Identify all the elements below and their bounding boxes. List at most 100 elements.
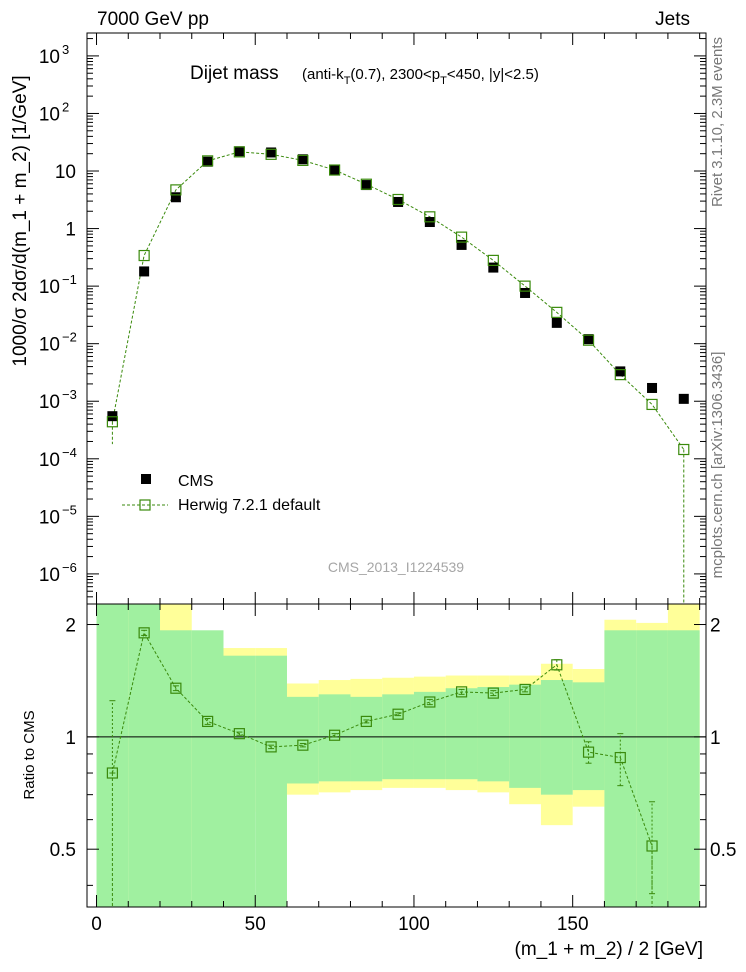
main-y-tick-label: 10 — [39, 450, 60, 471]
cms-point — [520, 287, 531, 298]
ratio-point — [329, 729, 341, 741]
watermark: CMS_2013_I1224539 — [328, 559, 464, 575]
energy-label: 7000 GeV pp — [97, 9, 209, 30]
main-y-tick-label: 10 — [39, 392, 60, 413]
cms-point — [551, 317, 562, 328]
herwig-point — [519, 280, 531, 292]
herwig-point — [138, 249, 150, 262]
ratio-point — [551, 659, 563, 671]
cms-point — [329, 164, 340, 175]
ratio-point — [392, 708, 404, 720]
herwig-point — [551, 306, 563, 318]
x-tick-label: 100 — [398, 914, 430, 935]
cms-point — [678, 393, 689, 404]
ratio-frame — [86, 603, 707, 908]
ratio-point — [614, 751, 626, 764]
herwig-point — [329, 164, 341, 176]
ratio-y-axis-label: Ratio to CMS — [21, 710, 38, 799]
herwig-point — [202, 155, 214, 167]
legend-cms-label: CMS — [178, 473, 214, 490]
ratio-point — [170, 682, 182, 694]
ratio-point — [106, 767, 118, 779]
ratio-point — [519, 683, 531, 696]
main-y-tick-exponent: 3 — [62, 42, 69, 57]
chart-subtitle: (anti-kT(0.7), 2300<pT<450, |y|<2.5) — [302, 66, 539, 87]
ratio-point — [138, 627, 150, 639]
uncertainty-band-stat — [572, 682, 605, 791]
main-y-tick-exponent: −1 — [62, 272, 77, 287]
cms-point — [234, 146, 245, 157]
herwig-line — [111, 151, 685, 450]
main-y-tick-label: 10 — [55, 162, 76, 183]
uncertainty-band-stat — [477, 687, 510, 782]
herwig-point — [614, 369, 626, 381]
herwig-point — [265, 148, 277, 160]
ratio-point — [360, 715, 372, 728]
ratio-point — [424, 696, 436, 708]
ratio-plot-area: 0.5 0.5 1 1 2 2 0 50 100 150 — [50, 603, 736, 935]
main-y-tick-label: 10 — [39, 277, 60, 298]
uncertainty-band-stat — [318, 694, 351, 782]
herwig-point — [424, 211, 436, 223]
uncertainty-band-stat — [128, 604, 161, 907]
uncertainty-band-stat — [445, 688, 478, 780]
ratio-y-tick-label: 0.5 — [50, 840, 76, 861]
cms-point — [488, 262, 499, 273]
ratio-point — [265, 741, 277, 753]
herwig-point — [678, 443, 690, 456]
cms-point — [647, 382, 658, 393]
main-y-tick-exponent: −4 — [62, 445, 77, 460]
legend-herwig-marker — [139, 499, 151, 511]
uncertainty-band-stat — [509, 684, 541, 788]
herwig-point — [297, 154, 309, 166]
ratio-point — [202, 715, 214, 728]
herwig-point — [487, 254, 499, 266]
cms-point — [202, 156, 213, 167]
ratio-y-tick-label-right: 0.5 — [710, 840, 736, 861]
uncertainty-band-stat — [223, 655, 256, 907]
uncertainty-band-stat — [191, 630, 224, 907]
uncertainty-band-stat — [255, 655, 287, 907]
main-y-tick-label: 10 — [39, 565, 60, 586]
ratio-point — [297, 739, 309, 751]
category-label: Jets — [655, 9, 690, 30]
main-y-axis-label: 1000/σ 2dσ/d(m_1 + m_2) [1/GeV] — [10, 75, 31, 366]
uncertainty-band-stat — [350, 696, 383, 782]
legend: CMS Herwig 7.2.1 default — [122, 473, 321, 514]
chart-title: Dijet mass — [190, 63, 279, 84]
legend-cms-marker — [141, 474, 151, 484]
ratio-point — [646, 840, 658, 852]
cms-point — [615, 366, 626, 377]
ratio-y-tick-label-right: 2 — [710, 616, 721, 637]
uncertainty-band-stat — [160, 630, 192, 907]
main-frame — [86, 32, 707, 605]
ratio-y-tick-label: 2 — [65, 616, 76, 637]
uncertainty-band-stat — [667, 630, 700, 907]
ratio-point — [455, 686, 468, 698]
herwig-point — [233, 146, 245, 158]
herwig-point — [392, 193, 404, 206]
cms-point — [266, 147, 277, 158]
cms-point — [583, 334, 594, 345]
main-y-tick-label: 10 — [39, 104, 60, 125]
cms-point — [297, 154, 308, 165]
main-y-tick-exponent: −6 — [62, 560, 77, 575]
rivet-label: Rivet 3.1.10, 2.3M events — [709, 37, 726, 207]
legend-herwig-label: Herwig 7.2.1 default — [178, 497, 321, 514]
herwig-point — [106, 416, 118, 428]
x-tick-label: 50 — [245, 914, 266, 935]
main-y-tick-exponent: −3 — [62, 387, 77, 402]
ratio-point — [233, 728, 245, 740]
ratio-y-tick-label-right: 1 — [710, 728, 721, 749]
main-y-tick-label: 10 — [39, 335, 60, 356]
ratio-y-tick-label: 1 — [65, 728, 76, 749]
cms-point — [456, 239, 467, 250]
herwig-point — [455, 231, 468, 243]
main-y-tick-exponent: −2 — [62, 330, 77, 345]
herwig-point — [170, 184, 182, 196]
herwig-point — [582, 334, 595, 346]
cms-point — [393, 196, 404, 207]
x-axis-label: (m_1 + m_2) / 2 [GeV] — [515, 939, 704, 960]
